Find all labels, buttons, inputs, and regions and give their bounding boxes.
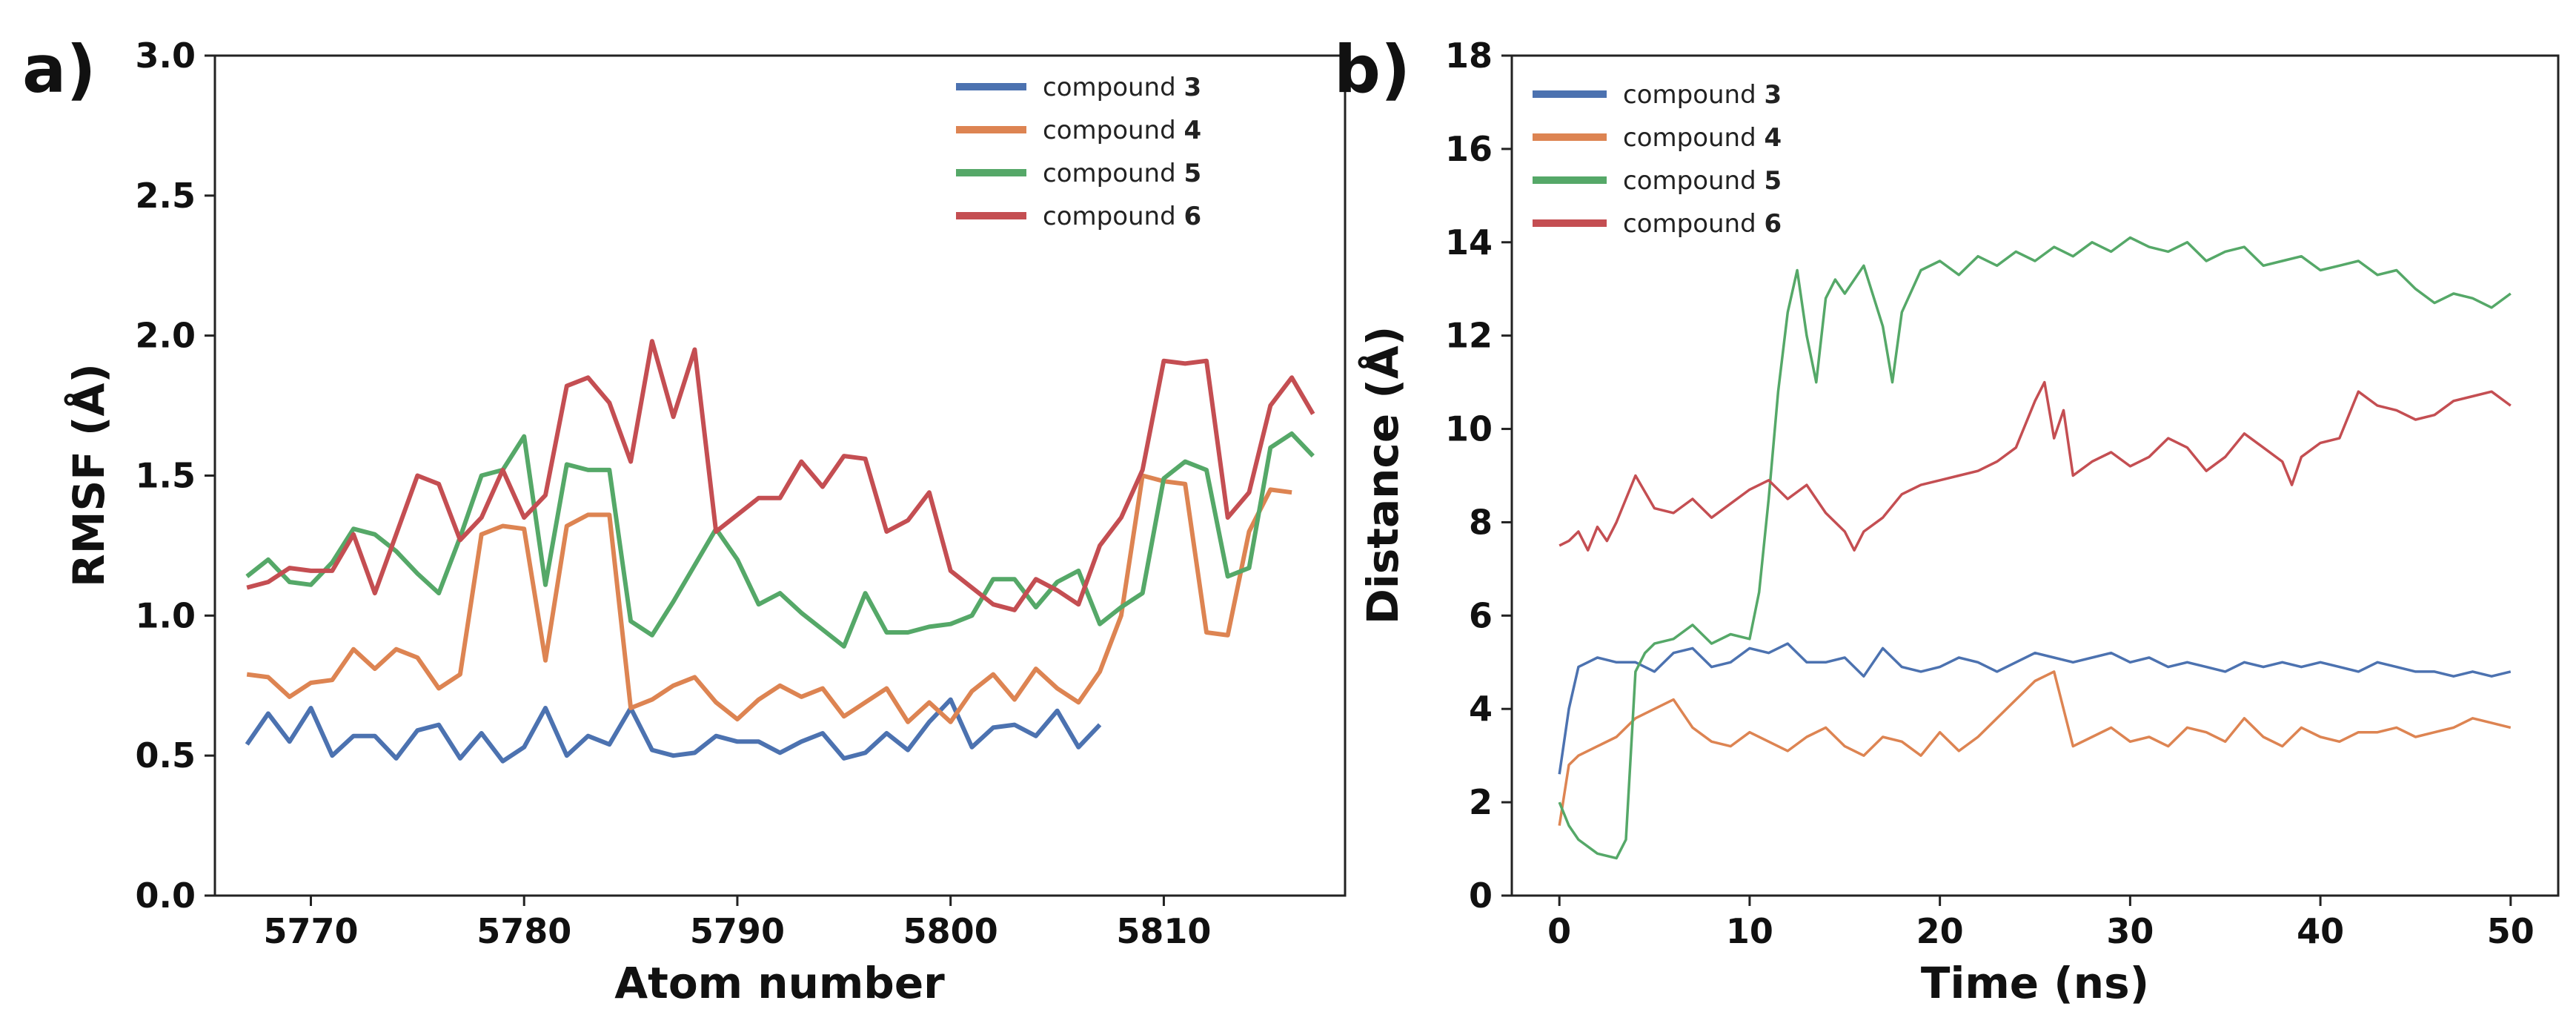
y-tick-label: 3.0: [136, 36, 196, 76]
legend-label-text: compound: [1623, 123, 1765, 153]
legend-label-text: compound: [1043, 202, 1184, 231]
legend-label: compound 5: [1623, 166, 1782, 196]
legend-label: compound 3: [1043, 73, 1201, 102]
series-line-compound-3: [1558, 642, 2512, 775]
legend-label: compound 4: [1623, 123, 1782, 153]
legend-label: compound 6: [1043, 202, 1201, 231]
x-tick-label: 5800: [903, 911, 998, 951]
y-tick-label: 1.0: [136, 595, 196, 635]
series-line-compound-4: [1558, 670, 2512, 826]
legend-label: compound 4: [1043, 116, 1201, 145]
y-tick-label: 0: [1469, 876, 1493, 916]
legend-label-number: 6: [1184, 202, 1202, 231]
legend-label-number: 3: [1765, 80, 1782, 110]
y-tick-label: 4: [1469, 689, 1493, 729]
legend-label: compound 3: [1623, 80, 1782, 110]
series-line-compound-6: [1558, 380, 2512, 552]
x-tick-label: 10: [1726, 911, 1773, 951]
legend-label-text: compound: [1623, 166, 1765, 196]
y-tick-label: 16: [1445, 129, 1493, 169]
panel-b-frame: [1510, 54, 2560, 897]
panel-b-y-axis-title: Distance (Å): [1357, 326, 1408, 625]
y-tick-label: 8: [1469, 502, 1493, 542]
y-tick-label: 2: [1469, 782, 1493, 822]
x-tick-label: 5790: [690, 911, 785, 951]
panel-a-y-axis-title: RMSF (Å): [63, 363, 114, 587]
x-tick-label: 50: [2487, 911, 2534, 951]
y-tick-label: 0.0: [136, 876, 196, 916]
x-tick-label: 0: [1547, 911, 1571, 951]
legend-label-number: 5: [1765, 166, 1782, 196]
legend-label: compound 5: [1043, 159, 1201, 188]
y-tick-label: 2.5: [136, 176, 196, 216]
x-tick-label: 30: [2106, 911, 2154, 951]
legend-label-number: 3: [1184, 73, 1202, 102]
panel-a-series: [245, 339, 1315, 764]
panel-b: b) 0 10 20 30 40 50 0 2 4 6 8 10 12 14 16 18 Time (ns)…: [1334, 31, 2560, 1008]
panel-a: a) 5770 5780 5790 5800 5810 0.0 0.5 1.0 1.5 2.0 2…: [22, 31, 1347, 1008]
panel-b-y-ticks: 0 2 4 6 8 10 12 14 16 18: [1445, 36, 1512, 916]
x-tick-label: 5780: [477, 911, 571, 951]
y-tick-label: 0.5: [136, 735, 196, 775]
series-line-compound-5: [1558, 236, 2512, 860]
y-tick-label: 2.0: [136, 316, 196, 356]
panel-a-y-ticks: 0.0 0.5 1.0 1.5 2.0 2.5 3.0: [136, 36, 215, 916]
legend-label-text: compound: [1043, 73, 1184, 102]
legend-label-text: compound: [1043, 159, 1184, 188]
panel-b-x-ticks: 0 10 20 30 40 50: [1547, 896, 2534, 951]
panel-b-letter: b): [1334, 31, 1410, 108]
legend-label: compound 6: [1623, 209, 1782, 239]
y-tick-label: 1.5: [136, 456, 196, 496]
y-tick-label: 12: [1445, 316, 1493, 356]
legend-label-text: compound: [1043, 116, 1184, 145]
panel-a-letter: a): [22, 31, 96, 108]
series-line-compound-6: [246, 339, 1315, 612]
x-tick-label: 5810: [1116, 911, 1211, 951]
y-tick-label: 18: [1445, 36, 1493, 76]
x-tick-label: 40: [2297, 911, 2344, 951]
y-tick-label: 14: [1445, 222, 1493, 262]
legend-label-text: compound: [1623, 209, 1765, 239]
legend-label-number: 4: [1184, 116, 1202, 145]
legend-label-text: compound: [1623, 80, 1765, 110]
legend-label-number: 5: [1184, 159, 1202, 188]
legend-label-number: 4: [1765, 123, 1782, 153]
y-tick-label: 10: [1445, 409, 1493, 449]
series-line-compound-3: [245, 697, 1102, 764]
panel-b-series: [1558, 236, 2512, 860]
y-tick-label: 6: [1469, 595, 1493, 635]
series-line-compound-5: [245, 431, 1315, 649]
x-tick-label: 5770: [263, 911, 358, 951]
panel-b-x-axis-title: Time (ns): [1921, 958, 2149, 1008]
series-line-compound-4: [246, 473, 1292, 724]
panel-a-x-axis-title: Atom number: [614, 958, 945, 1008]
panel-a-x-ticks: 5770 5780 5790 5800 5810: [263, 896, 1211, 951]
legend-label-number: 6: [1765, 209, 1782, 239]
x-tick-label: 20: [1916, 911, 1964, 951]
